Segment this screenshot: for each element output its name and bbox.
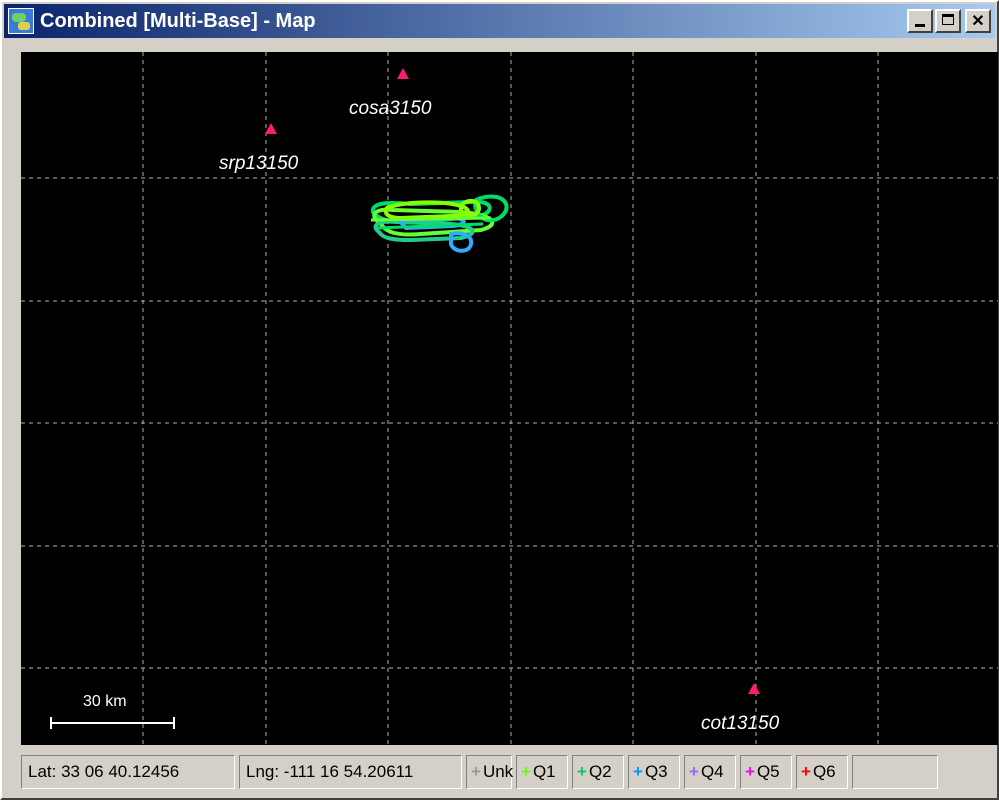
- station-marker-icon: [748, 683, 760, 694]
- scale-bar-label: 30 km: [83, 693, 127, 710]
- station-label: srp13150: [219, 153, 299, 174]
- legend-plus-icon: +: [577, 762, 587, 781]
- flight-track: [383, 200, 470, 220]
- station-label: cot13150: [701, 713, 780, 734]
- stations-layer: cosa3150 srp13150 cot13150: [219, 68, 780, 734]
- close-icon: ✕: [971, 13, 985, 30]
- maximize-button[interactable]: [935, 9, 961, 33]
- legend-plus-icon: +: [801, 762, 811, 781]
- legend-q4: + Q4: [684, 755, 736, 789]
- latitude-readout: Lat: 33 06 40.12456: [21, 755, 235, 789]
- legend-label: Unk: [482, 762, 514, 781]
- legend-unk: + Unk: [466, 755, 514, 789]
- legend-q6: + Q6: [796, 755, 848, 789]
- status-bar: Lat: 33 06 40.12456 Lng: -111 16 54.2061…: [21, 752, 996, 792]
- flight-track: [459, 199, 481, 218]
- legend-label: Q2: [588, 762, 612, 781]
- station-cot13150[interactable]: cot13150: [701, 683, 780, 734]
- flight-track: [449, 231, 474, 253]
- map-app-icon[interactable]: [8, 8, 34, 34]
- station-cosa3150[interactable]: cosa3150: [349, 68, 432, 119]
- map-svg: cosa3150 srp13150 cot13150 30 km: [21, 52, 998, 745]
- legend-label: Q5: [756, 762, 780, 781]
- map-grid: [21, 52, 998, 745]
- station-marker-icon: [265, 123, 277, 134]
- window-title: Combined [Multi-Base] - Map: [40, 9, 316, 32]
- legend-plus-icon: +: [689, 762, 699, 781]
- scale-bar: 30 km: [50, 693, 175, 729]
- flight-track: [370, 216, 492, 222]
- legend-q2: + Q2: [572, 755, 624, 789]
- station-label: cosa3150: [349, 98, 432, 119]
- window-controls: ✕: [905, 9, 991, 33]
- quality-legend: + Unk + Q1 + Q2 + Q3 + Q4 + Q5 + Q6: [466, 755, 852, 789]
- legend-label: Q3: [644, 762, 668, 781]
- title-bar[interactable]: Combined [Multi-Base] - Map ✕: [4, 4, 995, 38]
- legend-q1: + Q1: [516, 755, 568, 789]
- flight-track: [373, 219, 475, 242]
- legend-label: Q4: [700, 762, 724, 781]
- flight-track: [376, 222, 484, 230]
- legend-q3: + Q3: [628, 755, 680, 789]
- legend-q5: + Q5: [740, 755, 792, 789]
- minimize-button[interactable]: [907, 9, 933, 33]
- status-empty-panel: [852, 755, 938, 789]
- legend-plus-icon: +: [521, 762, 531, 781]
- flight-tracks: [370, 194, 509, 253]
- legend-label: Q1: [532, 762, 556, 781]
- legend-plus-icon: +: [471, 762, 481, 781]
- legend-plus-icon: +: [745, 762, 755, 781]
- longitude-readout: Lng: -111 16 54.20611: [239, 755, 462, 789]
- legend-plus-icon: +: [633, 762, 643, 781]
- close-button[interactable]: ✕: [965, 9, 991, 33]
- legend-label: Q6: [812, 762, 836, 781]
- map-canvas[interactable]: cosa3150 srp13150 cot13150 30 km: [21, 52, 998, 745]
- station-marker-icon: [397, 68, 409, 79]
- maximize-icon: [942, 14, 954, 25]
- minimize-icon: [915, 24, 925, 27]
- station-srp13150[interactable]: srp13150: [219, 123, 299, 174]
